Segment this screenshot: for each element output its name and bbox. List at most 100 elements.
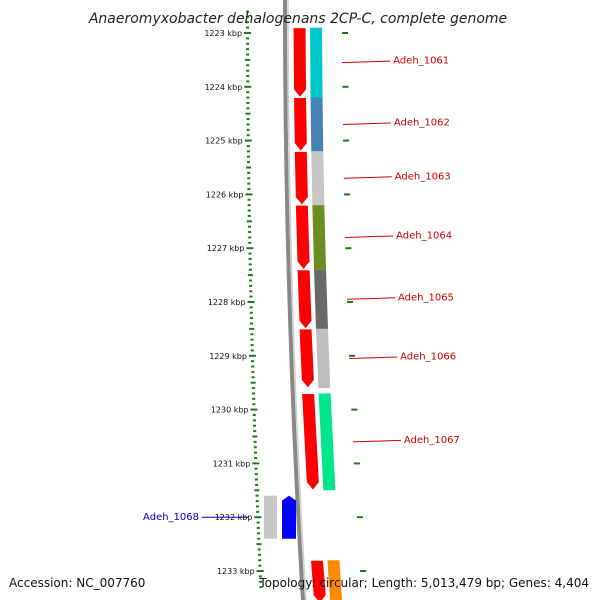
minor-tick bbox=[249, 290, 253, 293]
minor-tick bbox=[252, 392, 256, 395]
minor-tick bbox=[246, 155, 250, 158]
minor-tick bbox=[248, 231, 252, 234]
minor-tick bbox=[247, 274, 253, 277]
cog-block bbox=[318, 393, 336, 491]
kbp-label: 1230 kbp bbox=[211, 406, 249, 415]
gene-arrow bbox=[293, 150, 309, 206]
minor-tick bbox=[248, 236, 252, 239]
minor-tick bbox=[249, 279, 253, 282]
minor-tick bbox=[249, 327, 255, 330]
cog-block bbox=[264, 495, 277, 539]
minor-tick bbox=[247, 204, 251, 207]
major-tick bbox=[250, 408, 258, 411]
outer-tick bbox=[356, 516, 363, 519]
minor-tick bbox=[246, 32, 250, 34]
kbp-label: 1233 kbp bbox=[217, 567, 255, 576]
label-connector bbox=[343, 176, 392, 179]
gene-arrow bbox=[296, 269, 313, 330]
major-tick bbox=[248, 354, 256, 357]
minor-tick bbox=[254, 478, 258, 481]
genome-backbone bbox=[283, 0, 306, 600]
gene-label: Adeh_1066 bbox=[400, 351, 456, 362]
minor-tick bbox=[259, 586, 263, 589]
minor-tick bbox=[248, 257, 252, 260]
major-tick bbox=[244, 139, 252, 142]
minor-tick bbox=[248, 263, 252, 266]
minor-tick bbox=[256, 510, 260, 513]
minor-tick bbox=[255, 483, 259, 486]
outer-tick bbox=[353, 462, 360, 465]
minor-tick bbox=[250, 322, 254, 325]
minor-tick bbox=[249, 306, 253, 309]
minor-tick bbox=[246, 42, 250, 45]
cog-block bbox=[314, 269, 329, 329]
minor-tick bbox=[252, 419, 256, 422]
minor-tick bbox=[247, 209, 251, 212]
gene-label: Adeh_1063 bbox=[395, 171, 451, 182]
gene-arrow bbox=[294, 204, 311, 271]
minor-tick bbox=[248, 241, 252, 244]
outer-tick bbox=[349, 354, 356, 357]
minor-tick bbox=[246, 10, 250, 13]
minor-tick bbox=[245, 58, 251, 61]
outer-tick bbox=[360, 570, 367, 572]
minor-tick bbox=[259, 580, 263, 583]
minor-tick bbox=[246, 37, 250, 40]
major-tick bbox=[254, 516, 262, 519]
minor-tick bbox=[249, 311, 253, 314]
kbp-label: 1223 kbp bbox=[204, 29, 242, 38]
label-connector bbox=[352, 439, 401, 443]
minor-tick bbox=[246, 123, 250, 126]
minor-tick bbox=[253, 451, 257, 454]
label-connector bbox=[349, 356, 398, 359]
minor-tick bbox=[257, 553, 261, 556]
minor-tick bbox=[252, 397, 256, 400]
minor-tick bbox=[246, 64, 250, 67]
outer-tick bbox=[342, 85, 349, 88]
label-connector bbox=[345, 235, 394, 238]
major-tick bbox=[252, 462, 260, 465]
cog-block bbox=[311, 151, 325, 206]
label-connector bbox=[346, 297, 395, 300]
kbp-label: 1226 kbp bbox=[206, 190, 244, 199]
minor-tick bbox=[251, 360, 255, 363]
minor-tick bbox=[247, 225, 251, 228]
label-connector bbox=[342, 60, 391, 64]
minor-tick bbox=[248, 268, 252, 271]
minor-tick bbox=[257, 548, 261, 551]
outer-tick bbox=[347, 301, 354, 303]
minor-tick bbox=[246, 53, 250, 56]
gene-label: Adeh_1068 bbox=[143, 512, 199, 523]
major-tick bbox=[245, 193, 253, 196]
minor-tick bbox=[258, 564, 262, 567]
minor-tick bbox=[254, 457, 258, 460]
label-connector bbox=[342, 122, 391, 125]
cog-block bbox=[316, 328, 331, 389]
minor-tick bbox=[246, 144, 250, 147]
kbp-label: 1229 kbp bbox=[209, 352, 247, 361]
minor-tick bbox=[246, 118, 250, 121]
accession-text: Accession: NC_007760 bbox=[9, 576, 145, 590]
outer-tick bbox=[344, 193, 351, 196]
minor-tick bbox=[257, 532, 261, 535]
minor-tick bbox=[255, 500, 259, 503]
minor-tick bbox=[252, 403, 256, 406]
cog-block bbox=[312, 205, 327, 270]
minor-tick bbox=[246, 150, 250, 153]
minor-tick bbox=[254, 489, 260, 492]
minor-tick bbox=[250, 381, 256, 384]
minor-tick bbox=[258, 559, 262, 562]
minor-tick bbox=[258, 575, 262, 578]
major-tick bbox=[247, 301, 255, 303]
minor-tick bbox=[250, 333, 254, 336]
minor-tick bbox=[253, 430, 257, 433]
major-tick bbox=[256, 570, 264, 572]
minor-tick bbox=[250, 338, 254, 341]
minor-tick bbox=[254, 467, 258, 470]
minor-tick bbox=[251, 376, 255, 379]
genome-title: Anaeromyxobacter dehalogenans 2CP-C, com… bbox=[88, 11, 507, 27]
minor-tick bbox=[247, 182, 251, 185]
gene-arrow-reverse bbox=[282, 495, 296, 539]
minor-tick bbox=[246, 26, 250, 29]
outer-tick bbox=[343, 139, 350, 142]
